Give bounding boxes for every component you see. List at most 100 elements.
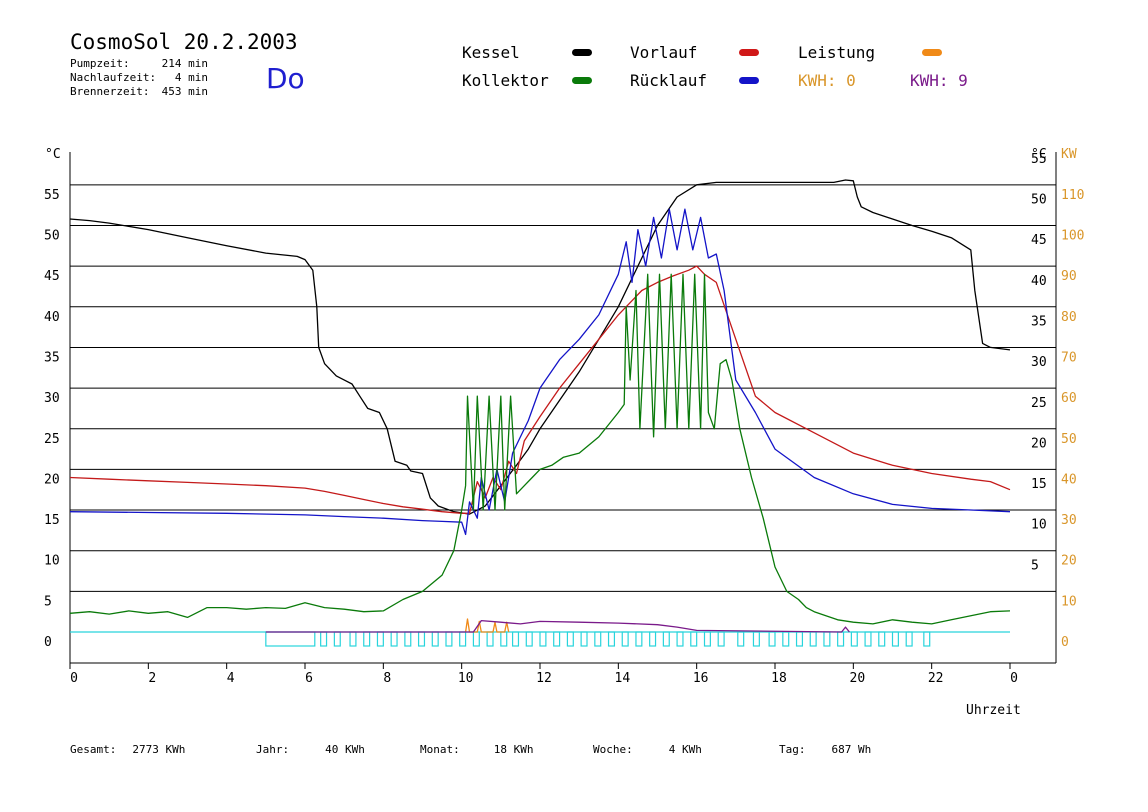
- pump-interval: [417, 631, 426, 647]
- legend-kessel-swatch: [572, 49, 592, 56]
- footer-monat: Monat: 18 KWh: [420, 743, 534, 756]
- y-tick-label-left: 30: [44, 391, 60, 406]
- pump-interval: [525, 631, 533, 647]
- pump-interval: [717, 631, 725, 647]
- legend-vorlauf-label: Vorlauf: [630, 43, 698, 62]
- y-axis-left-unit: °C: [45, 147, 61, 162]
- pump-interval: [594, 631, 602, 647]
- pump-interval: [768, 631, 776, 647]
- y-tick-label-left: 20: [44, 472, 60, 487]
- pump-interval: [878, 631, 886, 647]
- legend-vorlauf-swatch: [739, 49, 759, 56]
- pump-interval: [333, 631, 341, 647]
- series-line-leistung: [464, 618, 510, 633]
- pump-interval: [923, 631, 931, 647]
- y-tick-label-left: 25: [44, 432, 60, 447]
- pump-interval: [580, 631, 588, 647]
- footer-tag: Tag: 687 Wh: [779, 743, 872, 756]
- pump-interval: [850, 631, 858, 647]
- y-tick-label-power: 30: [1061, 513, 1077, 528]
- y-tick-label-power: 100: [1061, 229, 1084, 244]
- pump-interval: [472, 631, 480, 647]
- y-tick-label-left: 40: [44, 310, 60, 325]
- series-line-kollektor: [69, 273, 1011, 625]
- pump-interval: [809, 631, 817, 647]
- pump-interval: [376, 631, 384, 647]
- y-axis-power-unit: KW: [1061, 147, 1077, 162]
- x-tick-label: 14: [615, 671, 631, 686]
- y-tick-label-power: 10: [1061, 594, 1077, 609]
- y-tick-label-left: 50: [44, 229, 60, 244]
- pump-interval: [390, 631, 398, 647]
- chart-title: CosmoSol 20.2.2003: [70, 30, 298, 54]
- pump-interval: [566, 631, 574, 647]
- y-axis-right-unit: °C: [1031, 147, 1047, 162]
- pump-interval: [649, 631, 657, 647]
- x-tick-label: 18: [771, 671, 787, 686]
- legend-leistung-swatch: [922, 49, 942, 56]
- y-tick-label-right: 55: [1031, 152, 1047, 167]
- info-row: Nachlaufzeit: 4 min: [70, 71, 208, 84]
- series-line-ruecklauf: [69, 208, 1011, 536]
- y-tick-label-power: 20: [1061, 554, 1077, 569]
- y-tick-label-power: 60: [1061, 391, 1077, 406]
- x-axis-label: Uhrzeit: [966, 703, 1021, 718]
- x-tick-label: 6: [305, 671, 313, 686]
- pump-interval: [837, 631, 845, 647]
- pump-interval: [539, 631, 547, 647]
- pump-interval: [349, 631, 357, 647]
- pump-interval: [703, 631, 711, 647]
- series-line-kwh_purple: [265, 619, 850, 633]
- y-tick-label-right: 35: [1031, 314, 1047, 329]
- legend-ruecklauf-swatch: [739, 77, 759, 84]
- weekday-label: Do: [266, 62, 305, 95]
- pump-interval: [607, 631, 616, 647]
- pump-interval: [621, 631, 629, 647]
- pump-interval: [752, 631, 760, 647]
- chart-ticks: 0510152025303540455055510152025303540455…: [44, 152, 1084, 686]
- x-tick-label: 16: [693, 671, 709, 686]
- pump-interval: [823, 631, 831, 647]
- pump-interval: [553, 631, 561, 647]
- pump-interval: [265, 631, 316, 647]
- y-tick-label-power: 90: [1061, 269, 1077, 284]
- chart-axes: [69, 152, 1057, 664]
- x-tick-label: 0: [1010, 671, 1018, 686]
- pump-interval: [795, 631, 804, 647]
- pump-interval: [891, 631, 899, 647]
- series-line-vorlauf: [69, 265, 1011, 514]
- legend-leistung-label: Leistung: [798, 43, 876, 62]
- y-tick-label-right: 50: [1031, 193, 1047, 208]
- pump-interval: [635, 631, 643, 647]
- y-tick-label-power: 0: [1061, 635, 1069, 650]
- pump-interval: [459, 631, 467, 647]
- y-tick-label-left: 55: [44, 188, 60, 203]
- pump-interval: [486, 631, 494, 647]
- y-tick-label-left: 35: [44, 350, 60, 365]
- pump-interval: [363, 631, 371, 647]
- pump-interval: [737, 631, 745, 647]
- footer-gesamt: Gesamt: 2773 KWh: [70, 743, 186, 756]
- pump-interval: [905, 631, 913, 647]
- legend-kwh-purple: KWH: 9: [910, 71, 968, 90]
- y-tick-label-power: 80: [1061, 310, 1077, 325]
- pump-interval: [445, 631, 453, 647]
- y-tick-label-right: 15: [1031, 477, 1047, 492]
- chart-grid: [70, 184, 1056, 592]
- pump-interval: [511, 631, 520, 647]
- y-tick-label-left: 0: [44, 635, 52, 650]
- x-tick-label: 12: [536, 671, 552, 686]
- y-tick-label-power: 70: [1061, 350, 1077, 365]
- pump-interval: [864, 631, 872, 647]
- x-tick-label: 20: [850, 671, 866, 686]
- y-tick-label-right: 25: [1031, 396, 1047, 411]
- y-tick-label-left: 10: [44, 554, 60, 569]
- x-tick-label: 4: [227, 671, 235, 686]
- legend-kessel-label: Kessel: [462, 43, 520, 62]
- pump-intervals: [70, 631, 1010, 647]
- y-tick-label-right: 45: [1031, 233, 1047, 248]
- footer-woche: Woche: 4 KWh: [593, 743, 702, 756]
- pump-interval: [431, 631, 439, 647]
- x-tick-label: 10: [458, 671, 474, 686]
